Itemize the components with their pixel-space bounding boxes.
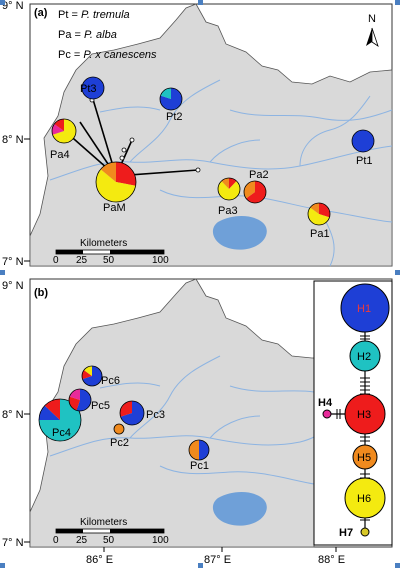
north-arrow-icon: N: [366, 13, 379, 47]
pie-Pc2: [113, 423, 125, 435]
lat-label-a-9: 9° N: [2, 0, 24, 12]
hap-node-H6: [344, 477, 386, 519]
hap-label-H3: H3: [357, 409, 371, 421]
panel-b-rivers: [49, 355, 315, 485]
site-label-Pc2: Pc2: [110, 437, 129, 449]
scale-title-a: Kilometers: [80, 238, 127, 249]
panel-a-pies: [51, 76, 375, 226]
hap-node-H3: [344, 393, 386, 435]
pie-Pc4: [38, 398, 82, 442]
lon-label-86: 86° E: [86, 554, 113, 566]
hap-label-H2: H2: [357, 351, 371, 363]
pie-Pa3: [217, 177, 241, 201]
lon-label-87: 87° E: [204, 554, 231, 566]
site-label-Pc5: Pc5: [91, 400, 110, 412]
lat-label-a-8: 8° N: [2, 134, 24, 146]
hap-label-H7: H7: [339, 527, 353, 539]
scale-tick-a-3: 100: [152, 255, 169, 266]
panel-a-lake: [212, 216, 267, 250]
hap-node-H4: [322, 409, 332, 419]
legend-line-3: Pc = P. x canescens: [58, 49, 157, 61]
site-label-Pc1: Pc1: [190, 460, 209, 472]
panel-a-label: (a): [34, 7, 48, 19]
hap-node-H5: [352, 444, 378, 470]
pie-Pt1: [351, 129, 375, 153]
lat-label-a-7: 7° N: [2, 256, 24, 268]
hap-label-H6: H6: [357, 493, 371, 505]
site-label-Pc3: Pc3: [146, 409, 165, 421]
hap-label-H5: H5: [357, 452, 371, 464]
pie-Pc5: [68, 388, 92, 412]
pie-Pc6: [81, 365, 103, 387]
scale-tick-b-1: 25: [76, 535, 88, 546]
lon-label-88: 88° E: [318, 554, 345, 566]
site-label-Pt1: Pt1: [356, 155, 373, 167]
site-label-Pt3: Pt3: [80, 83, 97, 95]
panel-b-pies: [38, 365, 210, 461]
hap-node-H2: [349, 340, 381, 372]
hap-node-H1: [340, 283, 390, 333]
panel-b-land: [29, 278, 315, 548]
scale-tick-a-2: 50: [103, 255, 115, 266]
panel-a-scale-bar: Kilometers 0 25 50 100: [53, 238, 169, 266]
hap-node-H7: [360, 527, 370, 537]
pie-PaM: [95, 161, 137, 203]
lat-label-b-7: 7° N: [2, 537, 24, 549]
pie-Pc3: [119, 400, 145, 426]
panel-a: Pt3 Pt2 Pt1 Pa4 PaM Pa3 Pa2 Pa1 (a) Pt =…: [2, 0, 393, 268]
pie-Pa1: [307, 202, 331, 226]
site-label-Pa4: Pa4: [50, 149, 70, 161]
site-label-Pc6: Pc6: [101, 375, 120, 387]
haplotype-network: H1 H2 H3 H4 H5 H6 H7: [313, 280, 393, 546]
site-label-Pa3: Pa3: [218, 205, 238, 217]
legend-line-2: Pa = P. alba: [58, 29, 117, 41]
site-label-Pc4: Pc4: [52, 427, 71, 439]
pie-Pa4: [51, 118, 77, 144]
north-label: N: [368, 13, 376, 25]
site-label-PaM: PaM: [103, 202, 126, 214]
scale-tick-a-1: 25: [76, 255, 88, 266]
site-label-Pa1: Pa1: [310, 228, 330, 240]
pie-Pt2: [159, 87, 183, 111]
site-label-Pa2: Pa2: [249, 169, 269, 181]
scale-title-b: Kilometers: [80, 517, 127, 528]
scale-tick-b-2: 50: [103, 535, 115, 546]
pie-Pt3: [81, 76, 105, 100]
scale-tick-b-0: 0: [53, 535, 59, 546]
lat-label-b-8: 8° N: [2, 409, 24, 421]
pie-Pa2: [243, 180, 267, 204]
panel-b-label: (b): [34, 287, 48, 299]
pie-Pc1: [188, 439, 210, 461]
scale-tick-a-0: 0: [53, 255, 59, 266]
site-label-Pt2: Pt2: [166, 111, 183, 123]
panel-b-lake: [212, 492, 267, 526]
hap-label-H1: H1: [357, 303, 371, 315]
hap-label-H4: H4: [318, 397, 333, 409]
scale-tick-b-3: 100: [152, 535, 169, 546]
panel-b: Pc6 Pc5 Pc4 Pc3 Pc2 Pc1 (b) Kilometers 0…: [2, 278, 393, 566]
legend-line-1: Pt = P. tremula: [58, 9, 130, 21]
panel-b-scale-bar: Kilometers 0 25 50 100: [53, 517, 169, 546]
lat-label-b-9: 9° N: [2, 280, 24, 292]
